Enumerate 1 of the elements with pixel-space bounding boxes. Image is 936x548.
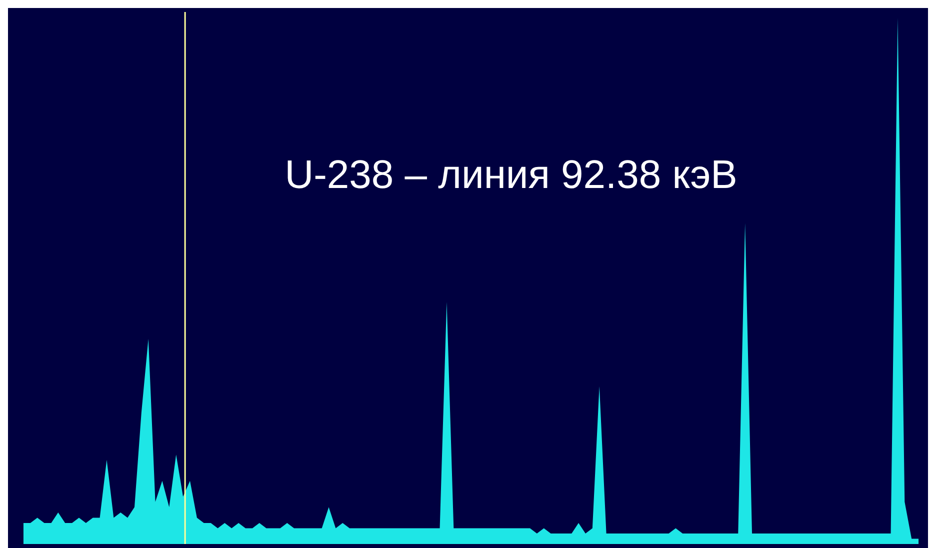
annotation: U-238 – линия 92.38 кэВ [284, 153, 738, 197]
